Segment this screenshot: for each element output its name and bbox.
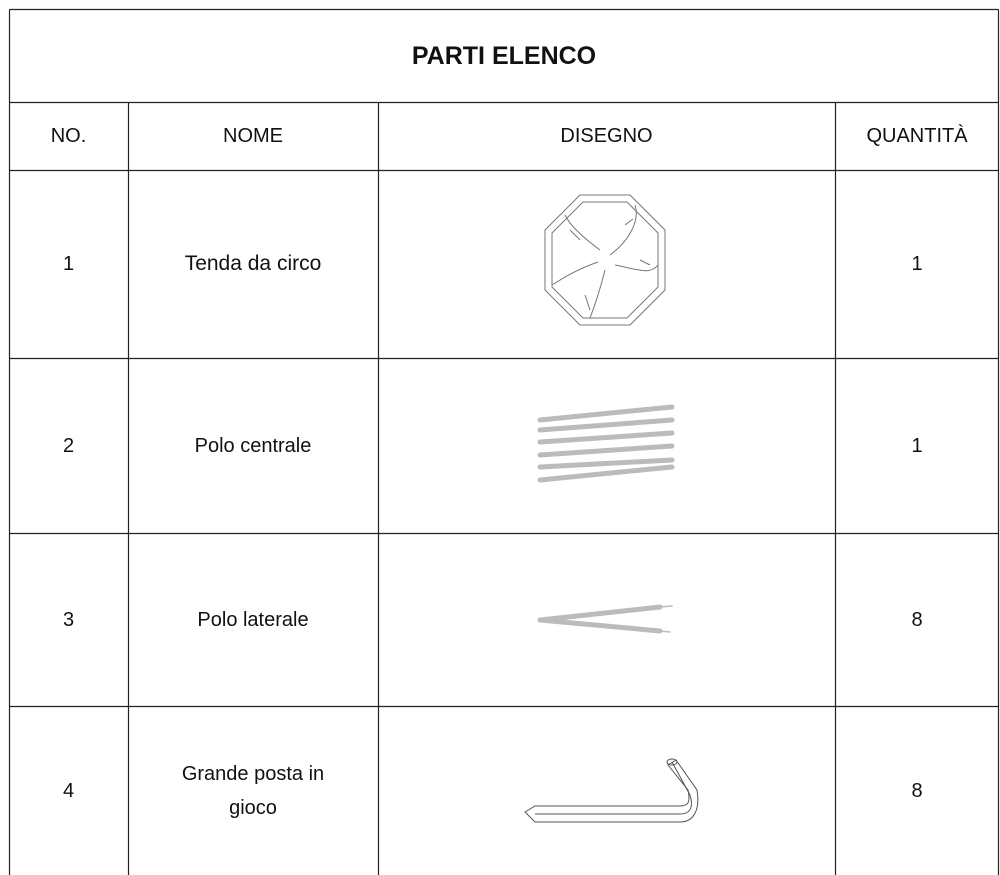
quantity: 8 xyxy=(911,608,923,631)
row-number: 1 xyxy=(62,253,75,275)
row-number: 4 xyxy=(62,779,75,802)
part-name: Tenda da circo xyxy=(184,252,322,275)
center-pole-drawing xyxy=(537,404,675,483)
table-title: PARTI ELENCO xyxy=(411,41,597,70)
tent-drawing xyxy=(544,194,666,326)
stake-drawing xyxy=(524,758,699,823)
row-number: 2 xyxy=(62,434,75,457)
column-header: DISEGNO xyxy=(560,125,653,147)
quantity: 8 xyxy=(911,779,923,802)
column-header: QUANTITÀ xyxy=(866,125,968,147)
column-header: NO. xyxy=(50,125,87,147)
part-name: Grande posta in gioco xyxy=(181,762,325,819)
quantity: 1 xyxy=(911,434,923,457)
quantity: 1 xyxy=(911,253,923,275)
part-name: Polo laterale xyxy=(197,608,309,631)
column-header: NOME xyxy=(223,125,283,147)
part-name: Polo centrale xyxy=(194,434,312,457)
row-number: 3 xyxy=(62,608,75,631)
side-pole-drawing xyxy=(537,604,673,634)
